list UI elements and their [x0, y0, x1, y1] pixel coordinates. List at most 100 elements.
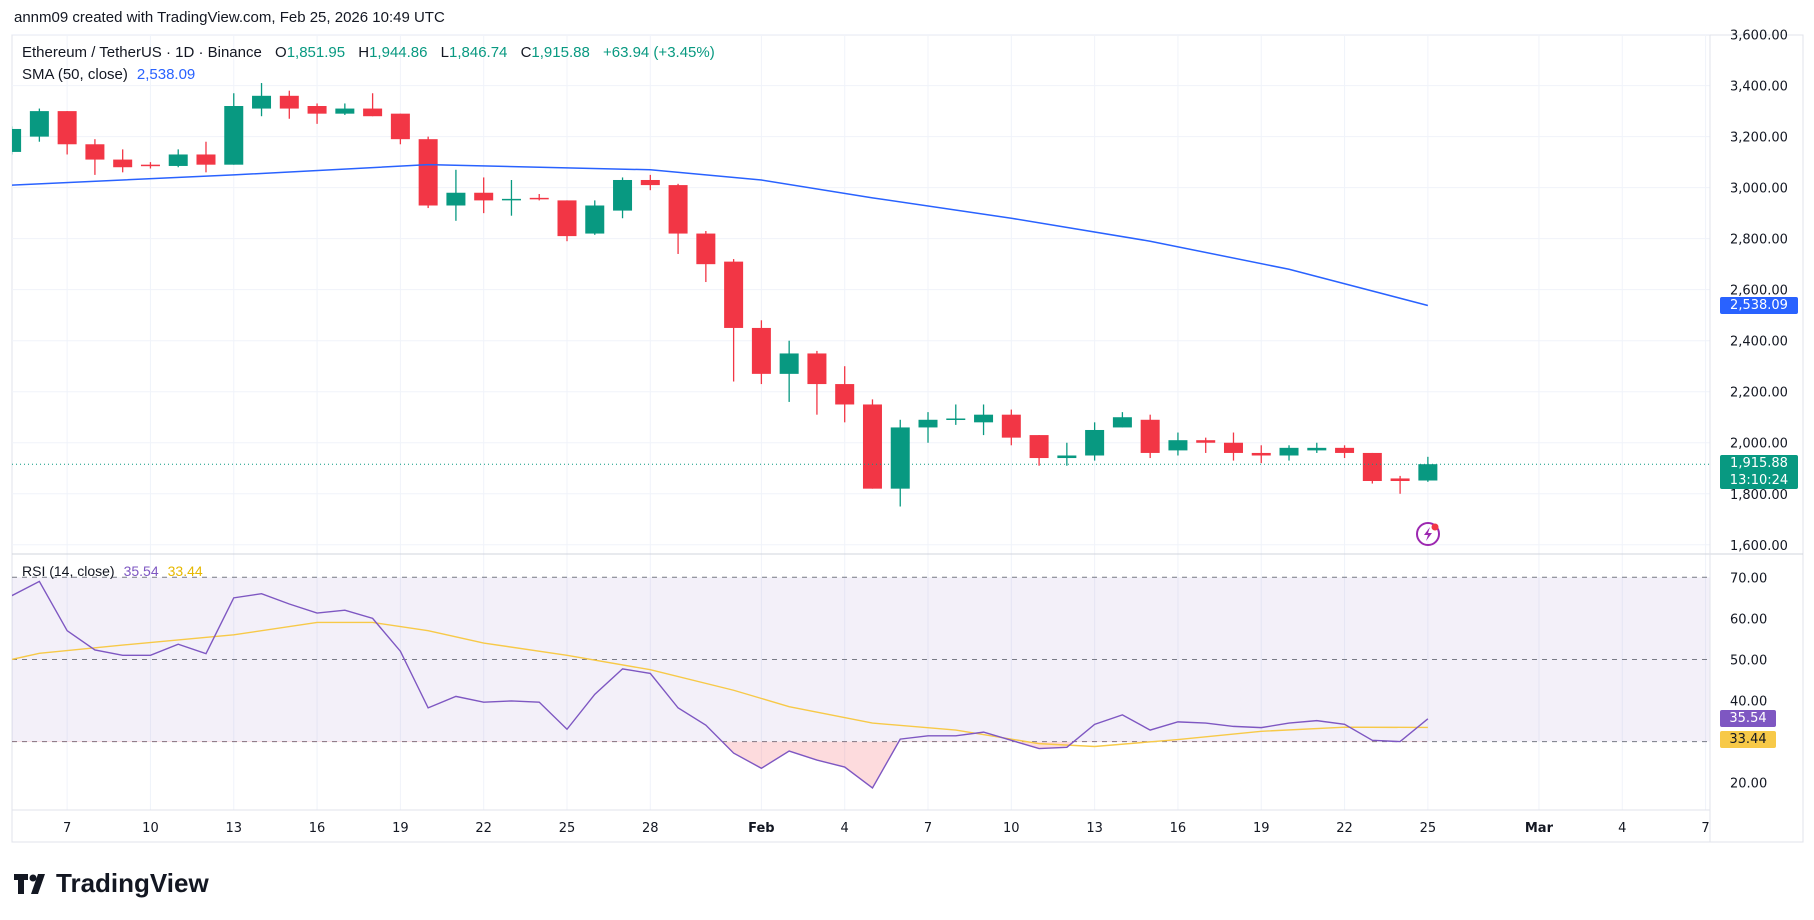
price-axis-label: 3,000.00 [1730, 182, 1788, 197]
candle-body [501, 198, 521, 201]
price-axis-label: 2,400.00 [1730, 335, 1788, 350]
candle-body [1390, 478, 1410, 482]
sma-price-badge: 2,538.09 [1720, 297, 1798, 314]
time-axis-label: 22 [1336, 821, 1353, 836]
candle-body [1251, 452, 1271, 456]
candle-body [12, 128, 22, 152]
rsi-value: 35.54 [123, 563, 159, 579]
time-axis-label: 16 [309, 821, 326, 836]
candle-body [918, 419, 938, 428]
price-axis-label: 3,600.00 [1730, 29, 1788, 44]
time-axis-label: 19 [392, 821, 409, 836]
candle-body [613, 179, 633, 211]
rsi-axis-label: 40.00 [1730, 695, 1767, 710]
rsi-ma-line [12, 621, 1428, 748]
rsi-pane [12, 576, 1710, 790]
rsi-ma-value: 33.44 [167, 563, 203, 579]
candle-body [279, 95, 299, 109]
time-axis-label: 19 [1253, 821, 1270, 836]
close-label: C [520, 44, 532, 61]
time-axis-label: 25 [1420, 821, 1437, 836]
price-axis-label: 2,000.00 [1730, 437, 1788, 452]
open-label: O [275, 44, 287, 61]
bar-countdown: 13:10:24 [1729, 473, 1789, 488]
candle-body [779, 353, 799, 374]
candle-body [307, 106, 327, 114]
candle-body [585, 205, 605, 234]
price-axis-label: 1,600.00 [1730, 539, 1788, 554]
candle-body [974, 414, 994, 423]
chart-credit: annm09 created with TradingView.com, Feb… [14, 9, 445, 26]
candle-body [335, 108, 355, 114]
tradingview-logo[interactable]: TradingView [14, 868, 209, 899]
time-axis-label: 25 [559, 821, 576, 836]
candle-body [1057, 455, 1077, 459]
time-axis-label: 22 [475, 821, 492, 836]
time-axis-label: 10 [142, 821, 159, 836]
symbol-name[interactable]: Ethereum / TetherUS · 1D · Binance [22, 44, 262, 61]
candle-body [1168, 440, 1188, 451]
candle-body [474, 192, 494, 201]
rsi-ma-badge: 33.44 [1720, 731, 1776, 748]
candle-body [1112, 417, 1132, 428]
rsi-legend[interactable]: RSI (14, close) 35.54 33.44 [22, 563, 203, 579]
candle-body [1223, 442, 1243, 453]
candle-body [1418, 464, 1438, 481]
candle-body [890, 427, 910, 489]
price-axis-label: 1,800.00 [1730, 488, 1788, 503]
time-axis-label: 13 [225, 821, 242, 836]
candle-body [724, 261, 744, 328]
rsi-axis-label: 70.00 [1730, 571, 1767, 586]
low-label: L [440, 44, 449, 61]
candle-body [140, 164, 160, 167]
rsi-axis-label: 60.00 [1730, 612, 1767, 627]
logo-text: TradingView [56, 868, 209, 898]
candle-body [390, 113, 410, 140]
candle-body [196, 154, 216, 165]
time-axis-label: 4 [1618, 821, 1626, 836]
high-label: H [358, 44, 370, 61]
price-axis-label: 2,800.00 [1730, 233, 1788, 248]
rsi-badge: 35.54 [1720, 710, 1776, 727]
candle-body [807, 353, 827, 385]
high-value: 1,944.86 [369, 44, 428, 61]
last-price-badge: 1,915.88 13:10:24 [1720, 455, 1798, 489]
candle-body [751, 327, 771, 374]
alert-lightning-icon[interactable] [1416, 522, 1440, 546]
sma-value: 2,538.09 [136, 66, 196, 83]
price-axis-label: 2,600.00 [1730, 284, 1788, 299]
time-axis-label: 7 [924, 821, 932, 836]
time-axis-label: 10 [1003, 821, 1020, 836]
symbol-legend: Ethereum / TetherUS · 1D · Binance O1,85… [22, 44, 715, 61]
price-pane [12, 83, 1710, 507]
sma-label: SMA (50, close) [22, 66, 128, 83]
candle-body [29, 111, 49, 137]
time-axis-label: 7 [63, 821, 71, 836]
rsi-line [12, 580, 1429, 790]
candle-body [1001, 414, 1021, 438]
candle-body [446, 192, 466, 206]
candle-body [1307, 447, 1327, 451]
candle-body [696, 233, 716, 265]
rsi-label: RSI (14, close) [22, 563, 115, 579]
price-axis-label: 2,200.00 [1730, 386, 1788, 401]
candle-body [113, 159, 133, 168]
candle-body [640, 179, 660, 186]
sma-line [12, 163, 1429, 307]
candle-body [1279, 447, 1299, 456]
candle-body [835, 384, 855, 405]
candle-body [529, 197, 549, 200]
close-value: 1,915.88 [531, 44, 590, 61]
last-price: 1,915.88 [1730, 456, 1788, 471]
candle-body [85, 144, 105, 160]
price-axis-label: 3,200.00 [1730, 131, 1788, 146]
candle-body [1335, 447, 1355, 453]
time-axis-label: Feb [748, 821, 774, 836]
rsi-axis-label: 20.00 [1730, 777, 1767, 792]
candle-body [1085, 429, 1105, 456]
sma-legend[interactable]: SMA (50, close) 2,538.09 [22, 66, 195, 83]
candle-body [363, 108, 383, 117]
candle-body [224, 106, 244, 165]
low-value: 1,846.74 [449, 44, 508, 61]
